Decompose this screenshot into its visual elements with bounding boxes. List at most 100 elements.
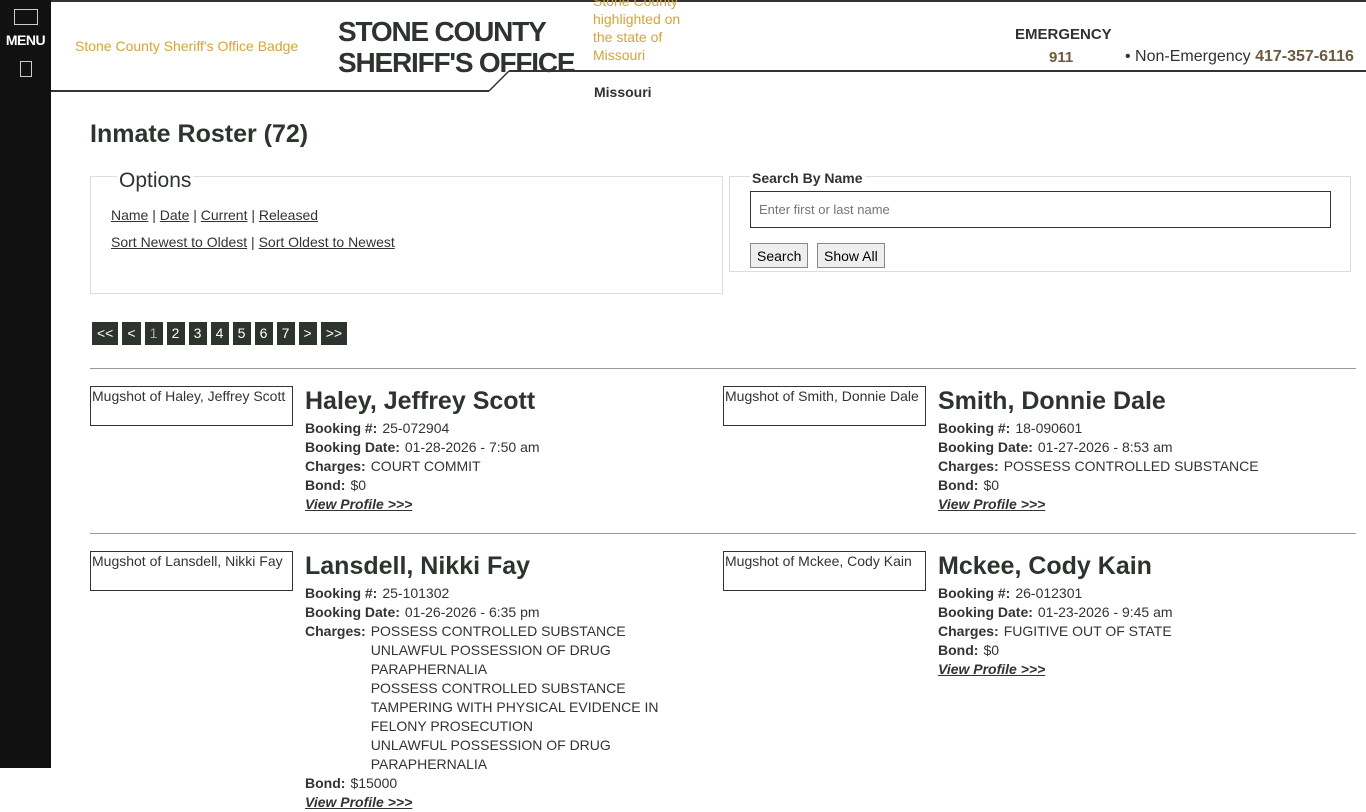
page-7[interactable]: 7 — [276, 322, 295, 345]
search-icon[interactable] — [19, 61, 32, 77]
site-title[interactable]: STONE COUNTY SHERIFF'S OFFICE — [338, 16, 576, 78]
page-prev[interactable]: < — [122, 322, 141, 345]
inmate-info: Mckee, Cody Kain Booking #: 26-012301 Boo… — [938, 551, 1344, 679]
filter-links: Name | Date | Current | Released — [111, 207, 319, 223]
mugshot-image[interactable]: Mugshot of Smith, Donnie Dale — [723, 386, 926, 426]
booking-number: 18-090601 — [1015, 420, 1083, 436]
inmate-name[interactable]: Smith, Donnie Dale — [938, 387, 1166, 415]
charge: FUGITIVE OUT OF STATE — [1003, 623, 1172, 639]
bond-amount: $0 — [983, 477, 1000, 493]
booking-date: 01-26-2026 - 6:35 pm — [404, 604, 540, 620]
bond-amount: $15000 — [350, 775, 398, 791]
view-profile-link[interactable]: View Profile >>> — [938, 496, 1046, 512]
search-input[interactable] — [750, 191, 1331, 228]
page-5[interactable]: 5 — [232, 322, 251, 345]
pagination: << < 1 2 3 4 5 6 7 > >> — [92, 322, 348, 345]
page-last[interactable]: >> — [320, 322, 348, 345]
menu-button[interactable]: MENU — [5, 32, 46, 48]
filter-released-link[interactable]: Released — [258, 207, 319, 223]
missouri-map-image: Stone County highlighted on the state of… — [593, 0, 681, 63]
page-4[interactable]: 4 — [210, 322, 229, 345]
charges-label: Charges: — [938, 458, 999, 474]
mugshot-image[interactable]: Mugshot of Mckee, Cody Kain — [723, 551, 926, 591]
inmate-info: Haley, Jeffrey Scott Booking #: 25-072904… — [305, 386, 711, 514]
options-panel: Options Name | Date | Current | Released… — [90, 169, 723, 294]
sort-links: Sort Newest to Oldest | Sort Oldest to N… — [111, 234, 395, 250]
charges-label: Charges: — [305, 623, 366, 639]
charges-label: Charges: — [938, 623, 999, 639]
charges-list: POSSESS CONTROLLED SUBSTANCE UNLAWFUL POS… — [371, 622, 711, 774]
search-button[interactable]: Search — [750, 243, 809, 268]
view-profile-link[interactable]: View Profile >>> — [938, 661, 1046, 677]
bond-amount: $0 — [983, 642, 1000, 658]
badge-image[interactable]: Stone County Sheriff's Office Badge — [75, 38, 299, 54]
divider — [509, 70, 1366, 72]
booking-date: 01-23-2026 - 9:45 am — [1037, 604, 1173, 620]
page-2[interactable]: 2 — [166, 322, 185, 345]
filter-current-link[interactable]: Current — [200, 207, 248, 223]
date-label: Booking Date: — [305, 604, 400, 620]
charge: POSSESS CONTROLLED SUBSTANCE — [1003, 458, 1259, 474]
charge: UNLAWFUL POSSESSION OF DRUG PARAPHERNALI… — [370, 642, 611, 677]
page-1[interactable]: 1 — [144, 322, 163, 345]
page-title: Inmate Roster (72) — [90, 120, 309, 148]
page-first[interactable]: << — [92, 322, 119, 345]
bond-amount: $0 — [350, 477, 367, 493]
booking-label: Booking #: — [938, 420, 1011, 436]
divider — [90, 368, 1356, 369]
booking-number: 25-101302 — [382, 585, 450, 601]
show-all-button[interactable]: Show All — [817, 243, 885, 268]
view-profile-link[interactable]: View Profile >>> — [305, 496, 413, 512]
date-label: Booking Date: — [938, 604, 1033, 620]
charges-label: Charges: — [305, 458, 366, 474]
charge: POSSESS CONTROLLED SUBSTANCE — [370, 680, 626, 696]
page-3[interactable]: 3 — [188, 322, 207, 345]
date-label: Booking Date: — [938, 439, 1033, 455]
inmate-name[interactable]: Mckee, Cody Kain — [938, 552, 1152, 580]
sort-oldest-link[interactable]: Sort Oldest to Newest — [258, 234, 395, 250]
options-legend: Options — [117, 169, 194, 193]
booking-date: 01-28-2026 - 7:50 am — [404, 439, 540, 455]
filter-date-link[interactable]: Date — [159, 207, 190, 223]
inmate-info: Lansdell, Nikki Fay Booking #: 25-101302 … — [305, 551, 711, 812]
emergency-number[interactable]: 911 — [1049, 49, 1074, 66]
sidebar: MENU — [0, 0, 51, 768]
inmate-name[interactable]: Lansdell, Nikki Fay — [305, 552, 531, 580]
divider — [488, 70, 510, 92]
filter-name-link[interactable]: Name — [111, 207, 149, 223]
emergency-label: EMERGENCY — [1015, 26, 1112, 43]
inmate-name[interactable]: Haley, Jeffrey Scott — [305, 387, 536, 415]
date-label: Booking Date: — [305, 439, 400, 455]
charge: POSSESS CONTROLLED SUBSTANCE — [370, 623, 626, 639]
page-6[interactable]: 6 — [254, 322, 273, 345]
divider — [51, 90, 489, 92]
mugshot-image[interactable]: Mugshot of Lansdell, Nikki Fay — [90, 551, 293, 591]
map-caption: Missouri — [594, 84, 652, 100]
bond-label: Bond: — [305, 477, 346, 493]
mugshot-image[interactable]: Mugshot of Haley, Jeffrey Scott — [90, 386, 293, 426]
booking-date: 01-27-2026 - 8:53 am — [1037, 439, 1173, 455]
charges-list: FUGITIVE OUT OF STATE — [1004, 622, 1344, 641]
booking-label: Booking #: — [305, 585, 378, 601]
charge: COURT COMMIT — [370, 458, 481, 474]
menu-icon[interactable] — [13, 9, 38, 25]
booking-label: Booking #: — [938, 585, 1011, 601]
bond-label: Bond: — [305, 775, 346, 791]
sort-newest-link[interactable]: Sort Newest to Oldest — [111, 234, 248, 250]
booking-number: 26-012301 — [1015, 585, 1083, 601]
title-line: SHERIFF'S OFFICE — [338, 47, 576, 78]
bond-label: Bond: — [938, 642, 979, 658]
view-profile-link[interactable]: View Profile >>> — [305, 794, 413, 810]
inmate-info: Smith, Donnie Dale Booking #: 18-090601 B… — [938, 386, 1344, 514]
booking-number: 25-072904 — [382, 420, 450, 436]
non-emergency-number[interactable]: 417-357-6116 — [1255, 48, 1354, 65]
charges-list: COURT COMMIT — [371, 457, 711, 476]
charge: TAMPERING WITH PHYSICAL EVIDENCE IN FELO… — [370, 699, 659, 734]
non-emergency: • Non-Emergency 417-357-6116 — [1125, 48, 1354, 66]
charges-list: POSSESS CONTROLLED SUBSTANCE — [1004, 457, 1344, 476]
search-panel: Search By Name Search Show All — [729, 170, 1351, 272]
bond-label: Bond: — [938, 477, 979, 493]
title-line: STONE COUNTY — [338, 16, 547, 47]
header: Stone County Sheriff's Office Badge STON… — [51, 0, 1366, 100]
page-next[interactable]: > — [298, 322, 317, 345]
